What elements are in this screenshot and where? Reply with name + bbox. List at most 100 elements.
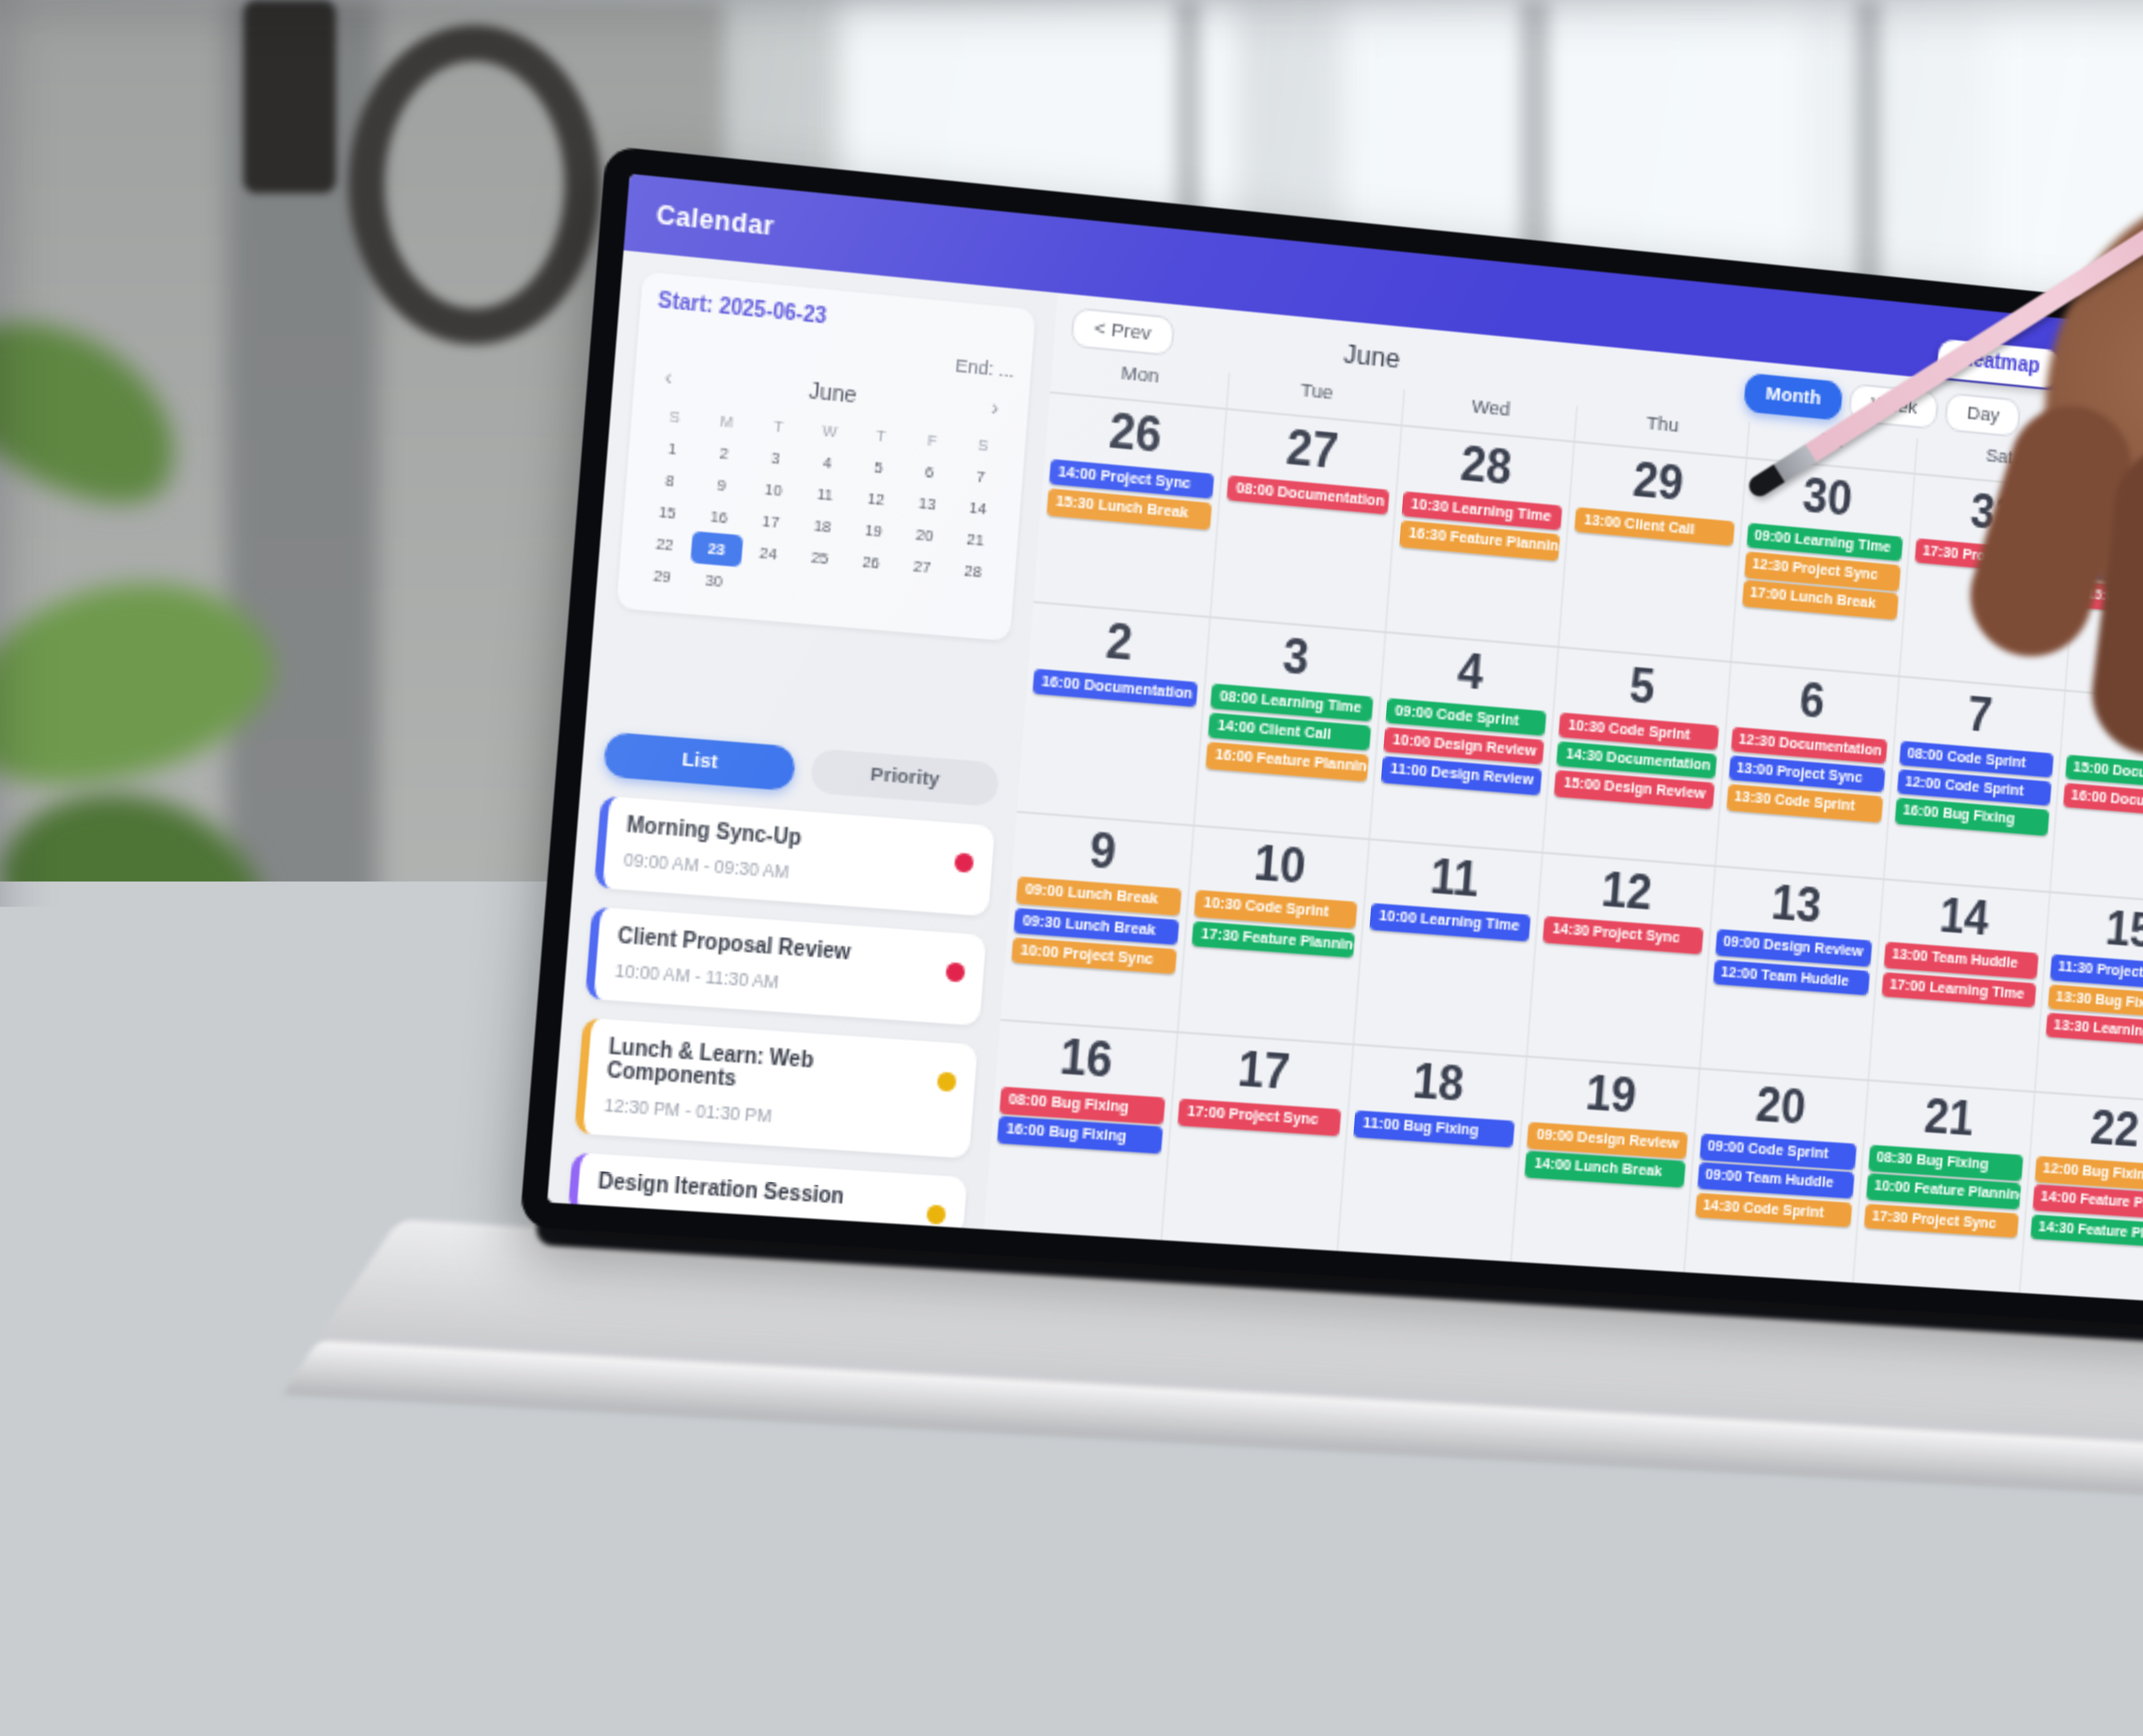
- mini-calendar-day[interactable]: 8: [642, 463, 697, 499]
- day-number: 7: [1899, 679, 2060, 749]
- event-chip[interactable]: 17:30 Project Sync: [1863, 1203, 2018, 1238]
- day-number: 20: [1699, 1072, 1863, 1141]
- mini-calendar-day[interactable]: 14: [951, 490, 1005, 526]
- day-cell[interactable]: 6 12:30 Documentation 13:00 Project Sync 13…: [1716, 662, 1900, 877]
- day-cell[interactable]: 2 16:00 Documentation: [1017, 603, 1212, 824]
- day-cell[interactable]: 5 10:30 Code Sprint 14:30 Documentation 15:…: [1545, 648, 1731, 864]
- event-chip[interactable]: 11:00 Bug Fixing: [1354, 1110, 1516, 1147]
- day-cell[interactable]: 4 09:00 Code Sprint 10:00 Design Review 11:…: [1371, 633, 1560, 850]
- day-cell[interactable]: 29 13:00 Client Call: [1561, 443, 1747, 660]
- view-button-day[interactable]: Day: [1945, 391, 2022, 437]
- day-cell[interactable]: 19 09:00 Design Review 14:00 Lunch Break: [1513, 1058, 1699, 1272]
- sidebar-tabs: List Priority: [603, 732, 1000, 807]
- day-number: 21: [1868, 1084, 2029, 1151]
- mini-calendar-weekday: W: [803, 413, 857, 450]
- day-cell[interactable]: 13 09:00 Design Review 12:00 Team Huddle: [1700, 866, 1884, 1080]
- day-cell[interactable]: 27 08:00 Documentation: [1212, 410, 1403, 631]
- day-number: 13: [1715, 868, 1878, 937]
- event-chip[interactable]: 16:00 Documentation: [2063, 782, 2143, 820]
- event-chip[interactable]: 13:30 Learning Time: [2045, 1012, 2143, 1048]
- mini-calendar-day[interactable]: 28: [946, 553, 999, 589]
- mini-calendar-weekday: S: [956, 427, 1009, 463]
- mini-calendar-next-icon[interactable]: ›: [978, 395, 1012, 423]
- mini-calendar-day[interactable]: 17: [744, 504, 798, 540]
- sidebar: Start: 2025-06-23 End: ... ‹ June › SMTW…: [547, 250, 1058, 1229]
- phone-glare: [459, 1467, 775, 1502]
- wall-clock: [348, 25, 600, 344]
- event-chip[interactable]: 14:00 Lunch Break: [1525, 1151, 1685, 1187]
- mini-calendar-day[interactable]: 3: [749, 440, 803, 477]
- day-cell[interactable]: 14 13:00 Team Huddle 17:00 Learning Time: [1869, 879, 2050, 1091]
- event-chip[interactable]: 14:30 Feature Planning: [2030, 1214, 2143, 1249]
- day-number: 5: [1560, 650, 1725, 721]
- day-number: 28: [1402, 429, 1570, 502]
- app-title: Calendar: [655, 200, 776, 242]
- event-chip[interactable]: 17:00 Project Sync: [1178, 1099, 1342, 1135]
- mini-calendar-day[interactable]: 6: [903, 454, 956, 490]
- mini-calendar-day[interactable]: 1: [645, 431, 699, 467]
- prev-button[interactable]: < Prev: [1070, 306, 1175, 356]
- tab-list[interactable]: List: [603, 732, 796, 791]
- day-cell[interactable]: 22 12:00 Bug Fixing 14:00 Feature Planning…: [2020, 1093, 2143, 1303]
- day-cell[interactable]: 26 14:00 Project Sync 15:30 Lunch Break: [1034, 393, 1228, 616]
- mini-calendar-day[interactable]: 4: [800, 445, 854, 481]
- event-chip[interactable]: 14:00 Feature Planning: [2032, 1185, 2143, 1220]
- day-cell[interactable]: 17 17:00 Project Sync: [1163, 1034, 1355, 1251]
- day-cell[interactable]: 10 10:30 Code Sprint 17:30 Feature Plannin…: [1179, 826, 1371, 1044]
- smartphone: [421, 1448, 1010, 1612]
- mini-calendar-day[interactable]: 11: [798, 477, 852, 513]
- mini-calendar-day[interactable]: 19: [846, 513, 900, 549]
- mini-calendar-grid: S M T W T F S 1 2 3 4 5 6 7 8 9 10 11 12 13 14 15 16 17 18 19 20 21…: [635, 399, 1009, 621]
- mini-calendar-day[interactable]: 12: [849, 481, 903, 517]
- event-chip[interactable]: 10:00 Feature Planning: [1866, 1174, 2021, 1209]
- mini-calendar-day[interactable]: 2: [697, 436, 751, 472]
- view-button-month[interactable]: Month: [1743, 372, 1843, 420]
- day-number: 17: [1178, 1036, 1349, 1105]
- mini-calendar-day[interactable]: 22: [637, 526, 692, 563]
- laptop-bezel: Calendar Heatmap Notifications Start: 20…: [519, 146, 2143, 1329]
- sidebar-event-card[interactable]: Morning Sync-Up 09:00 AM - 09:30 AM: [594, 796, 995, 916]
- mini-calendar-day[interactable]: 13: [900, 486, 954, 522]
- sidebar-event-card[interactable]: Client Proposal Review 10:00 AM - 11:30 A…: [585, 907, 987, 1026]
- day-number: 15: [2050, 895, 2143, 963]
- mini-calendar-prev-icon[interactable]: ‹: [651, 365, 686, 393]
- mini-calendar-day[interactable]: 7: [954, 459, 1007, 495]
- event-chip[interactable]: 14:30 Code Sprint: [1694, 1192, 1852, 1228]
- mini-calendar-day[interactable]: 20: [898, 517, 951, 553]
- day-cell[interactable]: 16 08:00 Bug Fixing 16:00 Bug Fixing: [984, 1021, 1179, 1240]
- event-chip[interactable]: 09:00 Team Huddle: [1696, 1163, 1854, 1198]
- mini-calendar-day[interactable]: 24: [741, 535, 795, 572]
- mini-calendar-day[interactable]: 27: [895, 549, 949, 585]
- day-cell[interactable]: 20 09:00 Code Sprint 09:00 Team Huddle 14:3…: [1684, 1070, 1869, 1282]
- mini-calendar-day[interactable]: 18: [795, 508, 849, 545]
- day-cell[interactable]: 9 09:00 Lunch Break 09:30 Lunch Break 10:00…: [1000, 812, 1195, 1032]
- day-number: 3: [1211, 620, 1381, 692]
- mini-calendar-day[interactable]: 25: [793, 540, 847, 576]
- sidebar-event-list: Morning Sync-Up 09:00 AM - 09:30 AM Client…: [568, 796, 995, 1236]
- day-cell[interactable]: 12 14:30 Project Sync: [1529, 853, 1716, 1068]
- sidebar-event-card[interactable]: Design Iteration Session: [568, 1152, 967, 1236]
- mini-calendar-day[interactable]: 10: [746, 472, 800, 508]
- mini-calendar-day[interactable]: 29: [635, 558, 689, 595]
- mini-calendar-day[interactable]: 30: [687, 563, 741, 599]
- mini-calendar-day[interactable]: 16: [692, 499, 746, 535]
- day-cell[interactable]: 21 08:30 Bug Fixing 10:00 Feature Planning…: [1853, 1082, 2035, 1293]
- mini-calendar-day[interactable]: 5: [852, 449, 905, 486]
- day-cell[interactable]: 3 08:00 Learning Time 14:00 Client Call 16:…: [1195, 618, 1387, 837]
- event-chip[interactable]: 16:00 Bug Fixing: [997, 1117, 1163, 1153]
- day-cell[interactable]: 7 08:00 Code Sprint 12:00 Code Sprint 16:00…: [1884, 677, 2066, 890]
- day-cell[interactable]: 28 10:30 Learning Time 16:30 Feature Plann…: [1387, 426, 1576, 646]
- day-cell[interactable]: 18 11:00 Bug Fixing: [1339, 1046, 1528, 1261]
- mini-calendar-weekday: M: [699, 403, 754, 440]
- mini-calendar-day[interactable]: 21: [949, 522, 1002, 558]
- day-number: 18: [1354, 1048, 1522, 1117]
- sidebar-event-card[interactable]: Lunch & Learn: Web Components 12:30 PM - …: [574, 1018, 978, 1158]
- day-cell[interactable]: 11 10:00 Learning Time: [1355, 839, 1544, 1056]
- day-cell[interactable]: 1511:30 Project Sync13:30 Bug Fixing13:3…: [2035, 892, 2143, 1103]
- mini-calendar-day[interactable]: 23: [689, 531, 744, 568]
- mini-calendar-day[interactable]: 15: [640, 494, 694, 531]
- day-number: 11: [1370, 842, 1538, 912]
- mini-calendar-day[interactable]: 9: [694, 467, 749, 504]
- tab-priority[interactable]: Priority: [810, 748, 1000, 807]
- mini-calendar-day[interactable]: 26: [844, 544, 898, 580]
